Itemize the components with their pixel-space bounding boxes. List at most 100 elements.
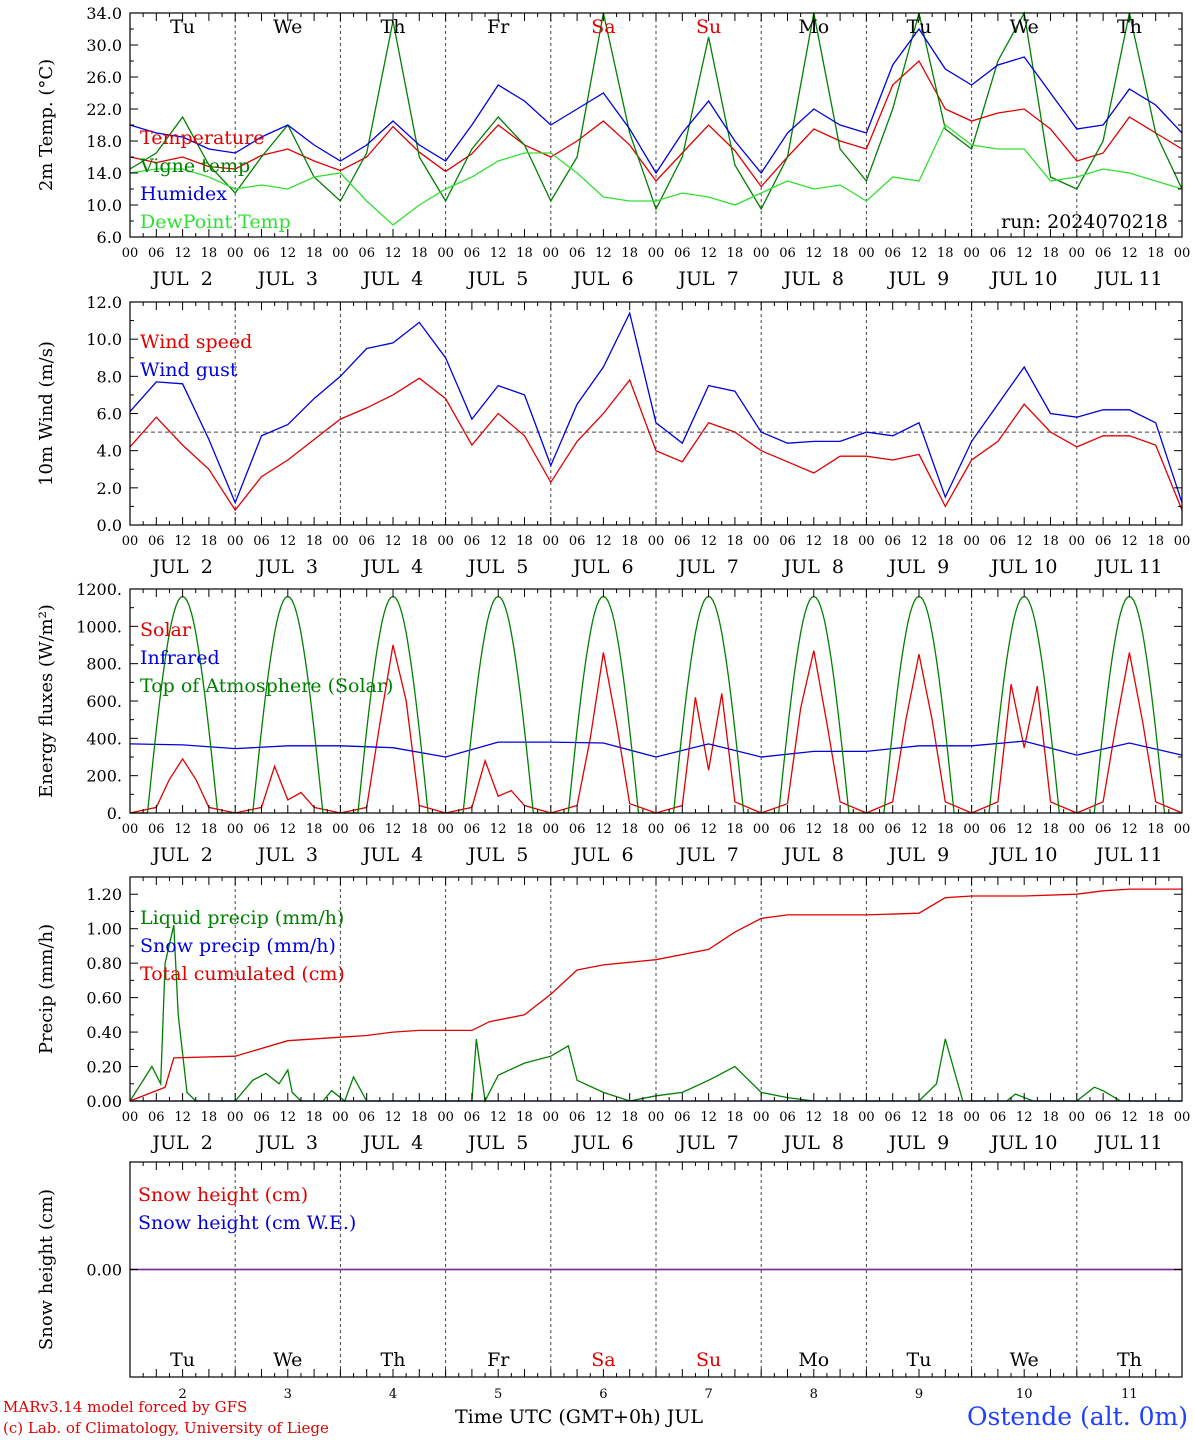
- series-line-temp-2: [129, 27, 1183, 175]
- date-label: JUL 10: [989, 268, 1057, 290]
- y-tick-label: 18.0: [86, 132, 122, 151]
- date-label: JUL 2: [150, 556, 212, 578]
- hour-tick-label: 06: [358, 534, 375, 549]
- hour-tick-label: 00: [1174, 534, 1191, 549]
- hour-tick-label: 06: [884, 246, 901, 261]
- legend-entry: Snow precip (mm/h): [140, 935, 336, 957]
- hour-tick-label: 12: [280, 534, 297, 549]
- hour-tick-label: 06: [358, 246, 375, 261]
- hour-tick-label: 06: [779, 534, 796, 549]
- day-abbr-top: Sa: [591, 16, 615, 38]
- date-label: JUL 7: [676, 556, 738, 578]
- y-axis-label: 10m Wind (m/s): [36, 341, 57, 486]
- hour-tick-label: 06: [148, 246, 165, 261]
- hour-tick-label: 18: [621, 1110, 638, 1125]
- date-label: JUL 4: [361, 268, 423, 290]
- hour-tick-label: 06: [779, 246, 796, 261]
- y-tick-label: 2.0: [97, 479, 122, 498]
- hour-tick-label: 00: [1174, 1110, 1191, 1125]
- date-label: JUL 11: [1094, 556, 1162, 578]
- day-abbr-top: Th: [381, 16, 406, 38]
- hour-tick-label: 00: [648, 534, 665, 549]
- date-label: JUL 9: [887, 1132, 949, 1154]
- hour-tick-label: 12: [595, 1110, 612, 1125]
- hour-tick-label: 18: [306, 534, 323, 549]
- hour-tick-label: 18: [411, 534, 428, 549]
- hour-tick-label: 18: [727, 246, 744, 261]
- day-abbr-top: Th: [1117, 16, 1142, 38]
- hour-tick-label: 18: [1147, 534, 1164, 549]
- date-label: JUL 8: [782, 268, 844, 290]
- plot-frame: [129, 588, 1183, 814]
- date-label: JUL 7: [676, 844, 738, 866]
- y-tick-label: 0.00: [86, 1092, 122, 1111]
- hour-tick-label: 18: [306, 822, 323, 837]
- hour-tick-label: 12: [806, 246, 823, 261]
- day-abbr-bottom: Sa: [591, 1349, 615, 1371]
- hour-tick-label: 18: [1042, 1110, 1059, 1125]
- hour-tick-label: 18: [411, 246, 428, 261]
- hour-tick-label: 06: [779, 822, 796, 837]
- hour-tick-label: 12: [911, 246, 928, 261]
- hour-tick-label: 00: [227, 822, 244, 837]
- hour-tick-label: 18: [1042, 246, 1059, 261]
- day-abbr-bottom: Th: [381, 1349, 406, 1371]
- hour-tick-label: 12: [174, 246, 191, 261]
- hour-tick-label: 12: [174, 822, 191, 837]
- hour-tick-label: 06: [674, 822, 691, 837]
- series-line-temp-1: [129, 11, 1183, 211]
- series-line-energy-1: [129, 740, 1183, 758]
- hour-tick-label: 06: [1095, 1110, 1112, 1125]
- hour-tick-label: 12: [174, 1110, 191, 1125]
- hour-tick-label: 00: [1174, 822, 1191, 837]
- hour-tick-label: 00: [753, 246, 770, 261]
- hour-tick-label: 00: [122, 822, 139, 837]
- hour-tick-label: 06: [358, 1110, 375, 1125]
- date-label: JUL 5: [466, 268, 528, 290]
- hour-tick-label: 12: [911, 822, 928, 837]
- y-tick-label: 1200.: [76, 580, 122, 599]
- date-label: JUL 3: [256, 556, 318, 578]
- y-tick-label: 0.20: [86, 1058, 122, 1077]
- hour-tick-label: 06: [253, 534, 270, 549]
- y-tick-label: 26.0: [86, 68, 122, 87]
- hour-tick-label: 00: [1069, 534, 1086, 549]
- hour-tick-label: 06: [884, 1110, 901, 1125]
- y-tick-label: 1.20: [86, 885, 122, 904]
- lab-credit: (c) Lab. of Climatology, University of L…: [3, 1419, 329, 1437]
- hour-tick-label: 00: [543, 534, 560, 549]
- date-label: JUL 5: [466, 1132, 528, 1154]
- date-label: JUL 11: [1094, 844, 1162, 866]
- hour-tick-label: 06: [569, 1110, 586, 1125]
- hour-tick-label: 00: [332, 534, 349, 549]
- day-abbr-top: Tu: [907, 16, 932, 38]
- date-label: JUL 2: [150, 844, 212, 866]
- legend-entry: Solar: [140, 619, 192, 641]
- hour-tick-label: 18: [832, 534, 849, 549]
- y-tick-label: 8.0: [97, 367, 122, 386]
- y-tick-label: 1.00: [86, 920, 122, 939]
- y-tick-label: 10.0: [86, 330, 122, 349]
- hour-tick-label: 00: [753, 534, 770, 549]
- hour-tick-label: 00: [543, 246, 560, 261]
- y-tick-label: 0.40: [86, 1023, 122, 1042]
- hour-tick-label: 12: [595, 534, 612, 549]
- hour-tick-label: 00: [437, 1110, 454, 1125]
- panel-wind: 0.0 2.0 4.0 6.0 8.0 10.0 12.0 10m Wind (m/s) Win…: [36, 293, 1190, 578]
- date-label: JUL 6: [571, 268, 633, 290]
- date-label: JUL 11: [1094, 1132, 1162, 1154]
- hour-tick-label: 00: [648, 822, 665, 837]
- y-tick-label: 800.: [86, 655, 122, 674]
- day-abbr-bottom: Su: [696, 1349, 721, 1371]
- date-label: JUL 2: [150, 268, 212, 290]
- date-label: JUL 10: [989, 556, 1057, 578]
- date-label: JUL 9: [887, 844, 949, 866]
- hour-tick-label: 06: [884, 822, 901, 837]
- day-abbr-top: Mo: [798, 16, 829, 38]
- panel-precip: 0.00 0.20 0.40 0.60 0.80 1.00 1.20 Precip (mm/h…: [36, 876, 1191, 1154]
- hour-tick-label: 06: [464, 1110, 481, 1125]
- y-tick-label: 0.60: [86, 989, 122, 1008]
- day-number: 8: [810, 1387, 818, 1402]
- hour-tick-label: 06: [569, 246, 586, 261]
